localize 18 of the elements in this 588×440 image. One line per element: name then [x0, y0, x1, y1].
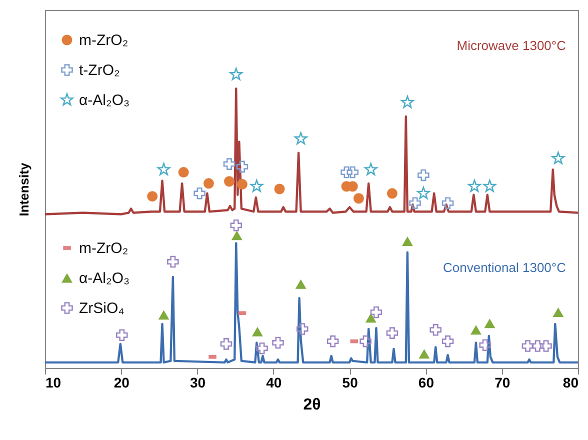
x-tick-label: 50 — [342, 374, 358, 390]
legend-label: ZrSiO₄ — [79, 300, 124, 317]
text: Microwave 1300°C — [456, 38, 566, 53]
x-tick-label: 30 — [190, 374, 206, 390]
x-axis-title: 2θ — [303, 396, 321, 414]
legend-label: α-Al₂O₃ — [79, 92, 130, 109]
x-tick-label: 60 — [418, 374, 434, 390]
x-tick-label: 80 — [562, 374, 579, 390]
legend-label: m-ZrO₂ — [79, 240, 128, 257]
legend-label: t-ZrO₂ — [79, 62, 120, 79]
x-tick-label: 40 — [266, 374, 282, 390]
text: Conventional 1300°C — [442, 260, 566, 275]
legend-label: α-Al₂O₃ — [79, 270, 130, 287]
x-tick-label: 20 — [114, 374, 130, 390]
y-axis-title: Intensity — [16, 162, 32, 216]
legend-label: m-ZrO₂ — [79, 32, 128, 49]
x-tick-label: 10 — [46, 374, 62, 390]
x-tick-label: 70 — [494, 374, 510, 390]
